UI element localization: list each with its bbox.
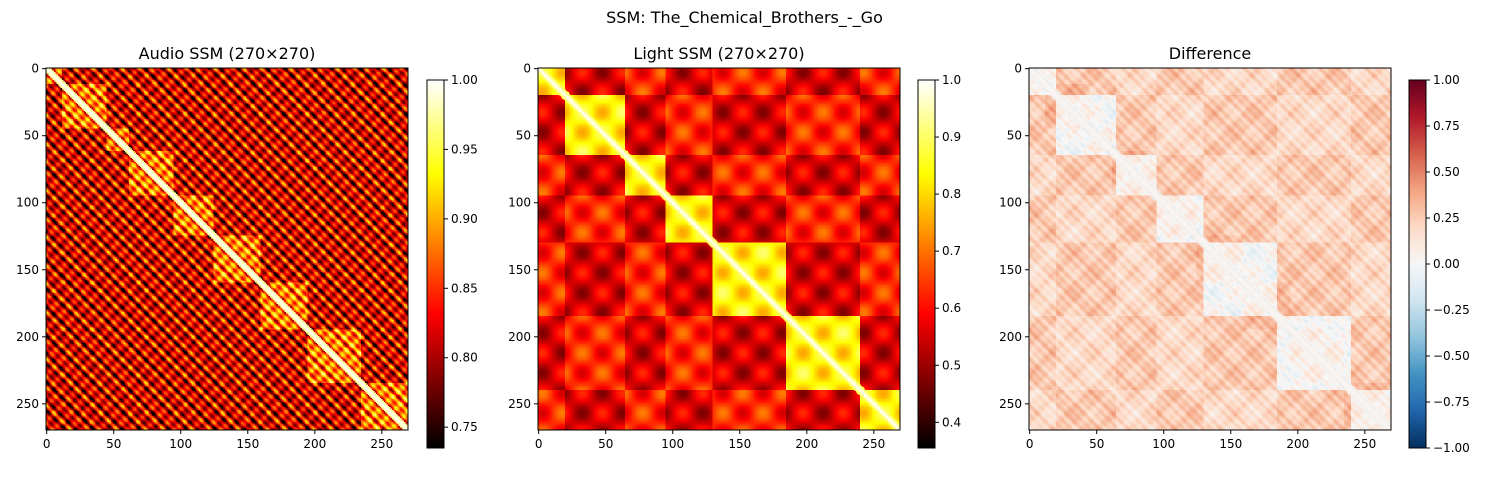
x-tick-label: 150 [1219,437,1242,451]
x-tick-label: 200 [303,437,326,451]
x-tick-label: 150 [728,437,751,451]
colorbar: −1.00 −0.75 −0.50 −0.25 0.00 0.25 0.50 0.75 1.00 [1408,73,1470,455]
colorbar-frame [917,79,936,449]
colorbar-tick-label: 0.90 [451,212,478,226]
x-tick-label: 150 [236,437,259,451]
y-tick-label: 250 [16,397,39,411]
y-tick-label: 250 [508,397,531,411]
x-tick-label: 50 [106,437,121,451]
colorbar-tick-label: 1.0 [942,73,961,87]
figure-suptitle: SSM: The_Chemical_Brothers_-_Go [606,8,883,28]
y-tick-label: 200 [16,330,39,344]
colorbar-gradient [427,80,444,448]
y-tick-label: 200 [508,330,531,344]
colorbar: 0.75 0.80 0.85 0.90 0.95 1.00 [426,73,478,449]
y-tick-label: 150 [999,263,1022,277]
colorbar-gradient [1409,80,1426,448]
x-tick-label: 100 [661,437,684,451]
colorbar-tick-label: 0.00 [1433,257,1460,271]
colorbar-tick-label: 0.80 [451,351,478,365]
heatmap-panel-3: Difference 0 50 100 150 200 250 0 50 100 150 200 250… [999,44,1470,455]
heatmap-panels: Audio SSM (270×270) 0 50 100 150 200 250 0 50 100… [16,44,1470,455]
y-tick-label: 200 [999,330,1022,344]
colorbar-tick-label: −0.50 [1433,349,1470,363]
panel-title: Light SSM (270×270) [633,44,804,63]
x-tick-label: 50 [1089,437,1104,451]
heatmap-panel-2: Light SSM (270×270) 0 50 100 150 200 250 0 50 100… [508,44,961,451]
y-tick-label: 100 [508,196,531,210]
x-tick-label: 0 [1026,437,1034,451]
heatmap-image [1029,68,1391,430]
heatmap-panel-1: Audio SSM (270×270) 0 50 100 150 200 250 0 50 100… [16,44,478,451]
x-tick-label: 250 [1353,437,1376,451]
x-tick-label: 0 [43,437,51,451]
y-tick-label: 100 [16,196,39,210]
colorbar-frame [426,79,445,449]
axes-frame [45,67,409,431]
colorbar-tick-label: 0.9 [942,130,961,144]
y-tick-label: 100 [999,196,1022,210]
colorbar-tick-label: −0.25 [1433,303,1470,317]
colorbar-tick-label: 0.7 [942,244,961,258]
heatmap-image [538,68,900,430]
x-tick-label: 200 [795,437,818,451]
colorbar-tick-label: 0.75 [1433,119,1460,133]
colorbar-tick-label: 0.8 [942,187,961,201]
axes-frame [1028,67,1392,431]
colorbar-tick-label: 0.95 [451,142,478,156]
colorbar-tick-label: −1.00 [1433,441,1470,455]
colorbar-gradient [918,80,935,448]
x-tick-label: 100 [169,437,192,451]
colorbar: 0.4 0.5 0.6 0.7 0.8 0.9 1.0 [917,73,961,449]
y-tick-label: 0 [1014,62,1022,76]
colorbar-tick-label: 0.75 [451,420,478,434]
colorbar-tick-label: 0.50 [1433,165,1460,179]
colorbar-tick-label: 0.5 [942,358,961,372]
y-tick-label: 0 [31,62,39,76]
colorbar-tick-label: 1.00 [451,73,478,87]
panel-title: Difference [1169,44,1251,63]
colorbar-tick-label: −0.75 [1433,395,1470,409]
y-tick-label: 0 [523,62,531,76]
x-tick-label: 250 [370,437,393,451]
panel-title: Audio SSM (270×270) [139,44,316,63]
y-tick-label: 150 [508,263,531,277]
x-tick-label: 100 [1152,437,1175,451]
x-tick-label: 250 [862,437,885,451]
x-tick-label: 50 [598,437,613,451]
colorbar-tick-label: 0.6 [942,301,961,315]
colorbar-tick-label: 1.00 [1433,73,1460,87]
axes-frame [537,67,901,431]
y-tick-label: 50 [24,129,39,143]
y-tick-label: 50 [516,129,531,143]
x-tick-label: 200 [1286,437,1309,451]
colorbar-tick-label: 0.85 [451,281,478,295]
heatmap-image [46,68,408,430]
colorbar-tick-label: 0.4 [942,415,961,429]
y-tick-label: 150 [16,263,39,277]
y-tick-label: 250 [999,397,1022,411]
colorbar-tick-label: 0.25 [1433,211,1460,225]
x-tick-label: 0 [535,437,543,451]
y-tick-label: 50 [1007,129,1022,143]
